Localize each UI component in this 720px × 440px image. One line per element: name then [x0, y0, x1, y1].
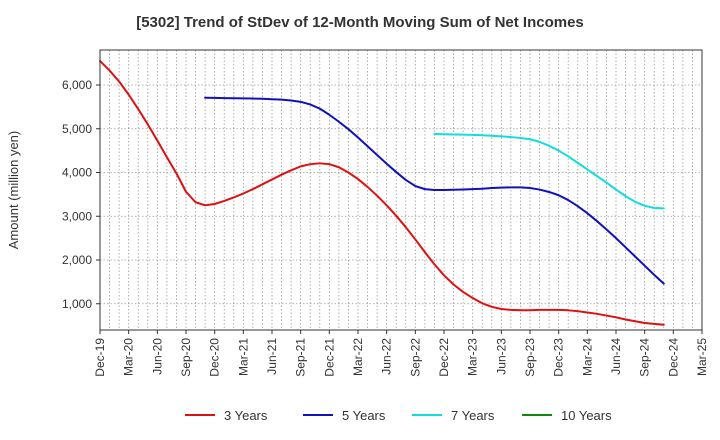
x-tick-label: Sep-21 [294, 338, 308, 377]
axes: 1,000 2,000 3,000 4,000 5,000 6,000 Dec-19 Mar-… [6, 49, 709, 377]
series-line-3-years [99, 59, 665, 326]
legend-label: 3 Years [224, 408, 268, 423]
series-lines [99, 59, 665, 326]
x-tick-label: Jun-24 [609, 338, 623, 375]
y-tick-label: 6,000 [62, 78, 92, 92]
x-tick-label: Mar-25 [695, 338, 709, 376]
series-line-5-years [204, 96, 665, 285]
x-tick-label: Dec-19 [93, 338, 107, 377]
x-tick-label: Dec-20 [208, 338, 222, 377]
x-tick-label: Dec-22 [437, 338, 451, 377]
x-tick-label: Dec-21 [322, 338, 336, 377]
x-tick-label: Jun-22 [380, 338, 394, 375]
series-line-7-years [433, 133, 665, 210]
y-tick-label: 4,000 [62, 166, 92, 180]
legend: 3 Years 5 Years 7 Years 10 Years [185, 408, 612, 423]
legend-label: 5 Years [342, 408, 386, 423]
x-tick-label: Jun-21 [265, 338, 279, 375]
y-tick-label: 1,000 [62, 297, 92, 311]
x-tick-label: Sep-20 [179, 338, 193, 377]
x-tick-label: Jun-20 [150, 338, 164, 375]
x-tick-label: Mar-23 [466, 338, 480, 376]
y-axis-title: Amount (million yen) [6, 131, 21, 250]
grid [100, 50, 702, 330]
x-tick-label: Sep-24 [638, 338, 652, 377]
plot-area [100, 50, 702, 330]
plot-background [100, 50, 702, 330]
x-tick-label: Sep-22 [408, 338, 422, 377]
x-tick-label: Jun-23 [494, 338, 508, 375]
chart-title: [5302] Trend of StDev of 12-Month Moving… [136, 14, 584, 31]
legend-label: 10 Years [561, 408, 612, 423]
x-tick-label: Mar-20 [122, 338, 136, 376]
x-tick-label: Dec-23 [552, 338, 566, 377]
plot-border [99, 49, 703, 331]
y-tick-label: 2,000 [62, 253, 92, 267]
x-tick-label: Sep-23 [523, 338, 537, 377]
y-tick-label: 3,000 [62, 209, 92, 223]
x-tick-label: Mar-21 [236, 338, 250, 376]
legend-label: 7 Years [451, 408, 495, 423]
x-tick-label: Mar-22 [351, 338, 365, 376]
y-tick-label: 5,000 [62, 122, 92, 136]
x-tick-label: Dec-24 [666, 338, 680, 377]
x-tick-label: Mar-24 [580, 338, 594, 376]
